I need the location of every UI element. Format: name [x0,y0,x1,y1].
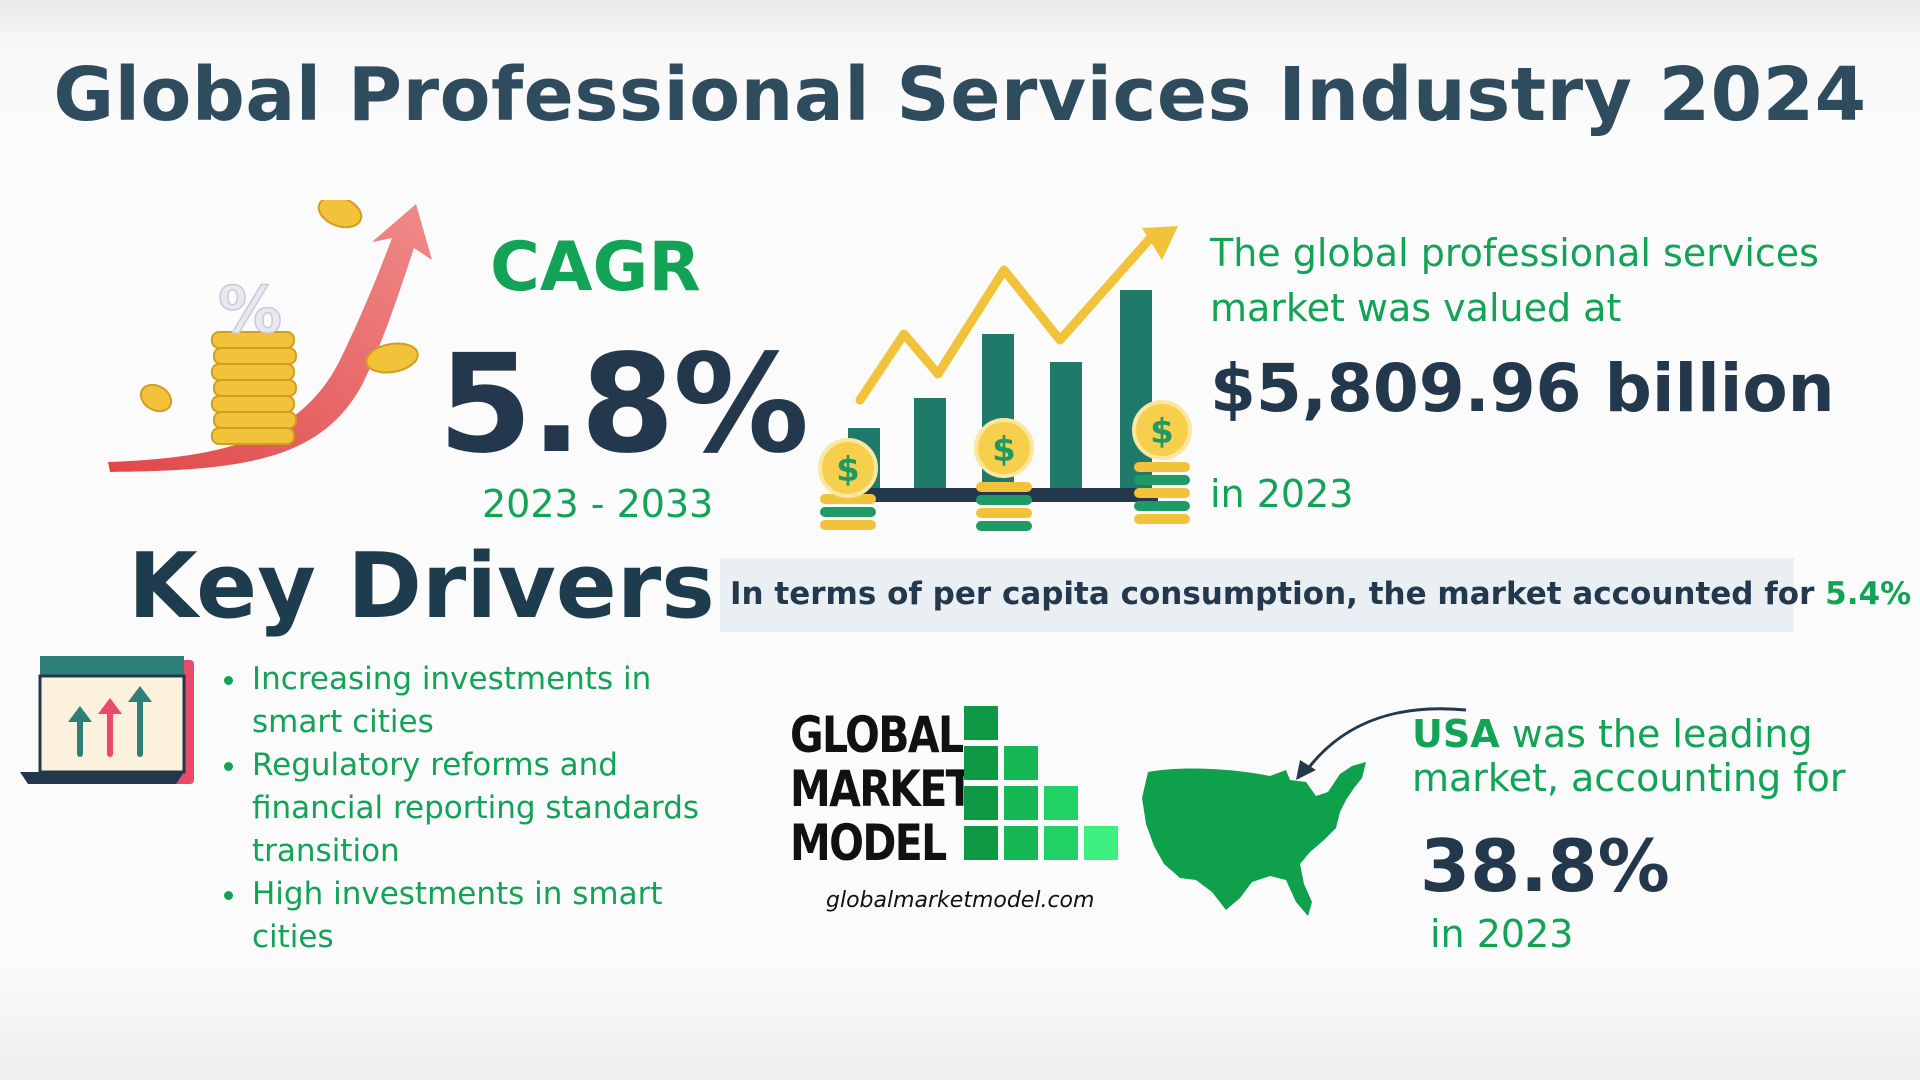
key-drivers-list: Increasing investments in smart cities R… [222,658,722,959]
per-capita-banner [720,558,1794,632]
market-value-year: in 2023 [1210,472,1354,516]
percent-coins-arrow-icon: % [108,200,432,472]
usa-share-value: 38.8% [1420,824,1670,908]
brand-logo-blocks [964,706,1118,860]
curved-pointer-arrow-icon [1296,707,1467,780]
svg-text:%: % [218,274,282,348]
cagr-period: 2023 - 2033 [482,482,714,526]
usa-map-icon [1142,762,1366,916]
brand-url: globalmarketmodel.com [826,888,1095,913]
usa-year: in 2023 [1430,912,1574,956]
market-value: $5,809.96 billion [1210,350,1835,427]
svg-text:$: $ [836,450,860,490]
brand-line-1: GLOBAL [790,706,964,764]
trend-board-icon [20,656,194,784]
cagr-value: 5.8% [438,326,809,484]
svg-text:$: $ [1150,412,1174,452]
key-driver-item: High investments in smart cities [222,873,722,959]
per-capita-value: 5.4% [1825,576,1912,612]
key-drivers-title: Key Drivers [128,534,715,639]
per-capita-label: In terms of per capita consumption, the … [730,576,1815,612]
usa-country: USA [1412,712,1500,756]
growth-bar-chart-icon: $ $ $ [818,226,1192,531]
usa-text-1: was the leading [1511,712,1813,756]
key-driver-item: Regulatory reforms and financial reporti… [222,744,722,873]
per-capita-text: In terms of per capita consumption, the … [730,576,1911,612]
brand-logo-text: GLOBAL MARKET MODEL [790,706,974,872]
brand-line-2: MARKET [790,760,974,818]
page-title: Global Professional Services Industry 20… [53,52,1867,138]
svg-text:$: $ [992,430,1016,470]
usa-statement-line-1: USA was the leading [1412,712,1813,756]
usa-text-2: market, accounting for [1412,756,1846,800]
market-value-intro: The global professional services market … [1210,231,1819,330]
key-driver-item: Increasing investments in smart cities [222,658,722,744]
brand-line-3: MODEL [790,814,947,872]
cagr-label: CAGR [490,228,701,307]
